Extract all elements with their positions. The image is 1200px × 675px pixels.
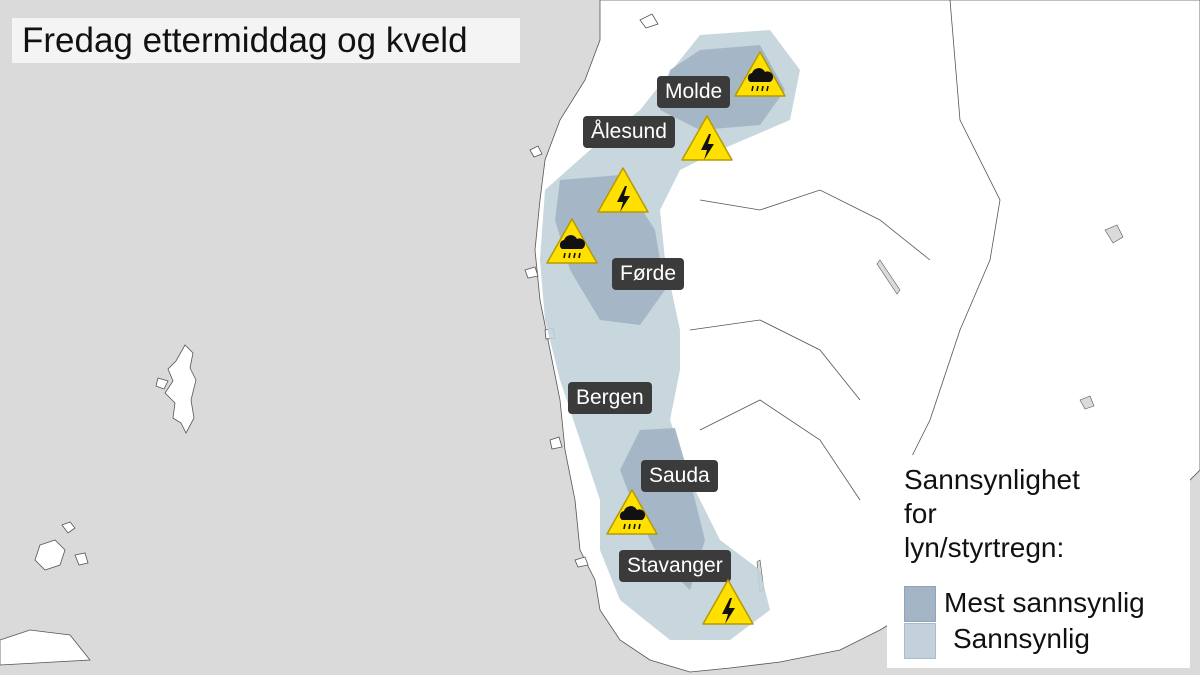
shetland-islands [155, 344, 197, 434]
legend-swatch-sannsynlig [904, 623, 936, 659]
place-label-alesund: Ålesund [583, 116, 675, 148]
legend-heading-line: for [904, 498, 937, 529]
legend-heading: Sannsynlighet for lyn/styrtregn: [904, 463, 1080, 565]
legend-swatch-mest-sannsynlig [904, 586, 936, 622]
legend: Sannsynlighet for lyn/styrtregn: Mest sa… [887, 455, 1190, 668]
legend-heading-line: lyn/styrtregn: [904, 532, 1065, 563]
lakes [756, 224, 1124, 593]
orkney-islands [0, 521, 91, 666]
place-label-sauda: Sauda [641, 460, 718, 492]
place-label-bergen: Bergen [568, 382, 652, 414]
legend-label-sannsynlig: Sannsynlig [953, 623, 1090, 654]
legend-label-mest-sannsynlig: Mest sannsynlig [944, 587, 1145, 618]
place-label-forde: Førde [612, 258, 685, 290]
borders [689, 0, 1001, 501]
coastal-islands [524, 13, 659, 568]
place-label-molde: Molde [657, 76, 731, 108]
map-title: Fredag ettermiddag og kveld [12, 18, 520, 63]
place-label-stavanger: Stavanger [619, 550, 731, 582]
legend-heading-line: Sannsynlighet [904, 464, 1080, 495]
